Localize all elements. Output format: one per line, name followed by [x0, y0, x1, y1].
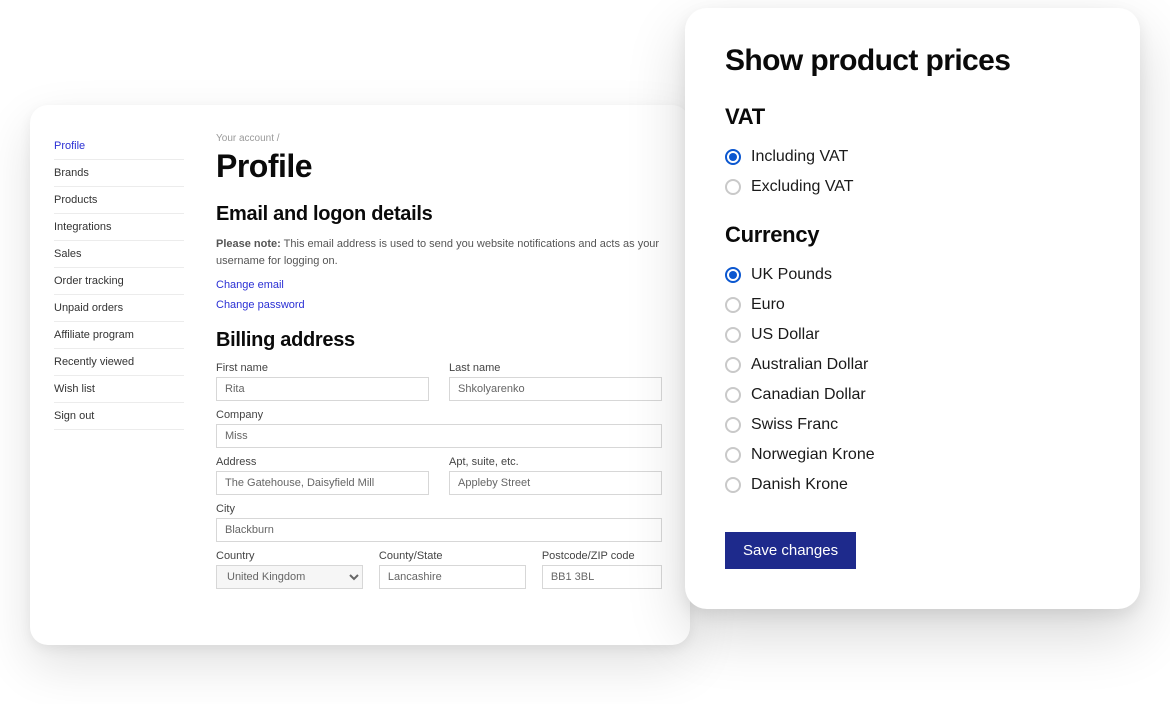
vat-option-including-vat[interactable]: Including VAT	[725, 148, 1100, 166]
city-field: City	[216, 503, 662, 542]
last-name-label: Last name	[449, 362, 662, 374]
email-note-bold: Please note:	[216, 238, 281, 250]
currency-option-danish-krone[interactable]: Danish Krone	[725, 476, 1100, 494]
breadcrumb: Your account /	[216, 133, 662, 144]
radio-label: Canadian Dollar	[751, 386, 866, 404]
apt-label: Apt, suite, etc.	[449, 456, 662, 468]
first-name-field: First name	[216, 362, 429, 401]
vat-group: VAT Including VAT Excluding VAT	[725, 104, 1100, 196]
radio-label: US Dollar	[751, 326, 819, 344]
vat-group-title: VAT	[725, 104, 1100, 130]
city-label: City	[216, 503, 662, 515]
radio-icon	[725, 267, 741, 283]
sidebar-item-brands[interactable]: Brands	[54, 160, 184, 187]
currency-option-norwegian-krone[interactable]: Norwegian Krone	[725, 446, 1100, 464]
currency-option-australian-dollar[interactable]: Australian Dollar	[725, 356, 1100, 374]
profile-panel: ProfileBrandsProductsIntegrationsSalesOr…	[30, 105, 690, 645]
city-input[interactable]	[216, 518, 662, 542]
pricing-title: Show product prices	[725, 44, 1100, 78]
currency-option-uk-pounds[interactable]: UK Pounds	[725, 266, 1100, 284]
postcode-label: Postcode/ZIP code	[542, 550, 662, 562]
radio-icon	[725, 297, 741, 313]
save-changes-button[interactable]: Save changes	[725, 532, 856, 569]
last-name-field: Last name	[449, 362, 662, 401]
currency-group-title: Currency	[725, 222, 1100, 248]
currency-option-canadian-dollar[interactable]: Canadian Dollar	[725, 386, 1100, 404]
radio-icon	[725, 327, 741, 343]
sidebar-item-order-tracking[interactable]: Order tracking	[54, 268, 184, 295]
sidebar-item-affiliate-program[interactable]: Affiliate program	[54, 322, 184, 349]
sidebar-item-integrations[interactable]: Integrations	[54, 214, 184, 241]
sidebar-item-sign-out[interactable]: Sign out	[54, 403, 184, 430]
sidebar-item-unpaid-orders[interactable]: Unpaid orders	[54, 295, 184, 322]
sidebar-item-wish-list[interactable]: Wish list	[54, 376, 184, 403]
country-label: Country	[216, 550, 363, 562]
radio-label: Excluding VAT	[751, 178, 854, 196]
email-note-text: This email address is used to send you w…	[216, 238, 659, 267]
radio-icon	[725, 357, 741, 373]
currency-option-swiss-franc[interactable]: Swiss Franc	[725, 416, 1100, 434]
last-name-input[interactable]	[449, 377, 662, 401]
sidebar-item-profile[interactable]: Profile	[54, 133, 184, 160]
change-password-link[interactable]: Change password	[216, 299, 662, 311]
sidebar: ProfileBrandsProductsIntegrationsSalesOr…	[54, 133, 184, 617]
postcode-field: Postcode/ZIP code	[542, 550, 662, 589]
currency-option-us-dollar[interactable]: US Dollar	[725, 326, 1100, 344]
radio-icon	[725, 417, 741, 433]
radio-label: Including VAT	[751, 148, 848, 166]
sidebar-item-recently-viewed[interactable]: Recently viewed	[54, 349, 184, 376]
currency-option-euro[interactable]: Euro	[725, 296, 1100, 314]
state-input[interactable]	[379, 565, 526, 589]
email-section-title: Email and logon details	[216, 203, 662, 226]
state-label: County/State	[379, 550, 526, 562]
company-input[interactable]	[216, 424, 662, 448]
radio-label: Australian Dollar	[751, 356, 868, 374]
email-note: Please note: This email address is used …	[216, 236, 662, 269]
radio-icon	[725, 387, 741, 403]
country-field: Country United Kingdom	[216, 550, 363, 589]
first-name-input[interactable]	[216, 377, 429, 401]
address-field: Address	[216, 456, 429, 495]
vat-option-excluding-vat[interactable]: Excluding VAT	[725, 178, 1100, 196]
radio-label: Swiss Franc	[751, 416, 838, 434]
billing-section-title: Billing address	[216, 329, 662, 352]
company-label: Company	[216, 409, 662, 421]
sidebar-item-sales[interactable]: Sales	[54, 241, 184, 268]
currency-group: Currency UK Pounds Euro US Dollar Australia…	[725, 222, 1100, 494]
state-field: County/State	[379, 550, 526, 589]
country-select[interactable]: United Kingdom	[216, 565, 363, 589]
radio-icon	[725, 179, 741, 195]
radio-icon	[725, 477, 741, 493]
radio-label: Euro	[751, 296, 785, 314]
radio-label: UK Pounds	[751, 266, 832, 284]
first-name-label: First name	[216, 362, 429, 374]
sidebar-item-products[interactable]: Products	[54, 187, 184, 214]
apt-field: Apt, suite, etc.	[449, 456, 662, 495]
radio-label: Norwegian Krone	[751, 446, 875, 464]
radio-icon	[725, 149, 741, 165]
postcode-input[interactable]	[542, 565, 662, 589]
page-title: Profile	[216, 148, 662, 185]
radio-icon	[725, 447, 741, 463]
address-label: Address	[216, 456, 429, 468]
main-content: Your account / Profile Email and logon d…	[184, 133, 662, 617]
pricing-preferences-panel: Show product prices VAT Including VAT Exc…	[685, 8, 1140, 609]
company-field: Company	[216, 409, 662, 448]
radio-label: Danish Krone	[751, 476, 848, 494]
apt-input[interactable]	[449, 471, 662, 495]
address-input[interactable]	[216, 471, 429, 495]
change-email-link[interactable]: Change email	[216, 279, 662, 291]
